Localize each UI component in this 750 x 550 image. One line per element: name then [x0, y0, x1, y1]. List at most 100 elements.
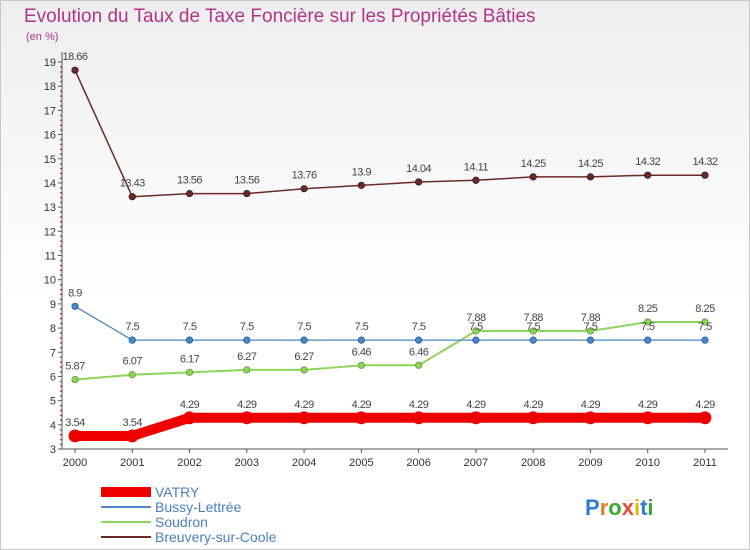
logo-letter: x — [622, 495, 635, 520]
data-label: 7.5 — [183, 321, 197, 333]
x-tick-label: 2004 — [292, 457, 316, 469]
data-point — [300, 336, 308, 344]
data-label: 13.56 — [234, 175, 259, 187]
data-point — [586, 336, 595, 344]
data-label: 18.66 — [62, 51, 87, 63]
data-point — [128, 336, 136, 344]
data-point — [412, 411, 426, 425]
data-label: 4.29 — [352, 399, 372, 411]
data-label: 7.5 — [125, 321, 139, 333]
y-minor-tick — [60, 192, 62, 194]
y-minor-tick — [60, 404, 62, 407]
axes: 3 4 5 6 7 8 9 10 11 12 13 14 15 16 17 18 19 2000 2001 2002 2… — [44, 52, 728, 469]
data-label: 8.9 — [68, 287, 82, 299]
data-label: 14.25 — [521, 158, 546, 170]
y-tick-label: 3 — [50, 444, 56, 456]
y-minor-tick — [60, 269, 62, 272]
series-line — [74, 321, 706, 381]
data-label: 7.5 — [584, 321, 598, 333]
data-label: 14.25 — [578, 158, 603, 170]
data-label: 7.5 — [412, 321, 426, 333]
data-label: 7.5 — [297, 321, 311, 333]
y-minor-tick — [60, 274, 62, 276]
y-minor-tick — [60, 419, 62, 421]
series-vatry — [68, 411, 712, 443]
data-point — [415, 336, 423, 344]
y-minor-tick — [60, 390, 62, 392]
legend-label: Breuvery-sur-Coole — [155, 529, 277, 545]
data-point — [243, 366, 251, 374]
data-point — [128, 371, 136, 379]
data-label: 6.27 — [237, 351, 257, 363]
y-minor-tick — [60, 167, 62, 170]
y-minor-tick — [60, 433, 62, 436]
y-tick-label: 11 — [45, 251, 56, 263]
data-label: 4.29 — [180, 399, 200, 411]
legend-label: Bussy-Lettrée — [155, 499, 242, 515]
data-label: 7.5 — [698, 321, 712, 333]
y-tick-label: 15 — [44, 154, 56, 166]
y-minor-tick — [60, 346, 62, 349]
y-tick-label: 10 — [44, 275, 56, 287]
y-minor-tick — [60, 317, 62, 320]
data-label: 6.07 — [123, 356, 143, 368]
x-tick-label: 2008 — [521, 457, 545, 469]
data-label: 13.9 — [352, 166, 372, 178]
y-minor-tick — [60, 409, 62, 412]
data-point — [701, 336, 709, 344]
y-minor-tick — [60, 80, 62, 83]
y-minor-tick — [60, 196, 62, 199]
data-point — [357, 361, 365, 369]
data-label: 6.17 — [180, 353, 200, 365]
data-point — [472, 176, 480, 184]
data-label: 4.29 — [695, 399, 715, 411]
y-minor-tick — [60, 356, 62, 359]
data-label: 5.87 — [65, 361, 85, 373]
y-minor-tick — [60, 308, 62, 310]
logo-letter: i — [634, 495, 640, 520]
series-breuvery-sur-coole — [71, 66, 709, 201]
y-minor-tick — [60, 284, 62, 286]
y-minor-tick — [60, 114, 62, 117]
y-minor-tick — [60, 216, 62, 218]
data-label: 6.27 — [294, 351, 314, 363]
y-minor-tick — [60, 138, 62, 141]
data-label: 4.29 — [237, 399, 257, 411]
legend-label: Soudron — [155, 514, 208, 530]
data-point — [469, 411, 483, 425]
chart-subtitle: (en %) — [26, 31, 58, 43]
data-point — [297, 411, 311, 425]
data-point — [698, 411, 712, 425]
y-minor-tick — [60, 129, 62, 131]
x-tick-label: 2003 — [235, 457, 259, 469]
y-minor-tick — [60, 240, 62, 242]
y-minor-tick — [60, 153, 62, 155]
data-label: 7.5 — [469, 321, 483, 333]
x-tick-label: 2000 — [63, 457, 87, 469]
data-label: 4.29 — [581, 399, 601, 411]
data-point — [529, 327, 537, 335]
y-minor-tick — [60, 264, 62, 267]
y-minor-tick — [60, 76, 62, 78]
y-minor-tick — [60, 100, 62, 102]
data-point — [641, 411, 655, 425]
y-minor-tick — [60, 235, 62, 238]
y-minor-tick — [60, 288, 62, 291]
data-label: 6.46 — [352, 346, 372, 358]
y-minor-tick — [60, 90, 62, 93]
data-point — [644, 171, 652, 179]
y-minor-tick — [60, 211, 62, 213]
series-soudron — [71, 318, 709, 384]
series-bussy-lettr-e — [71, 302, 709, 344]
data-label: 14.04 — [406, 163, 431, 175]
data-label: 3.54 — [65, 417, 85, 429]
y-minor-tick — [60, 148, 62, 151]
y-tick-label: 12 — [44, 226, 56, 238]
logo-letter: P — [585, 495, 600, 520]
data-label: 8.25 — [695, 303, 715, 315]
x-tick-label: 2001 — [120, 457, 144, 469]
x-tick-label: 2007 — [464, 457, 488, 469]
y-minor-tick — [60, 143, 62, 146]
data-point — [526, 411, 540, 425]
y-tick-label: 14 — [44, 178, 56, 190]
